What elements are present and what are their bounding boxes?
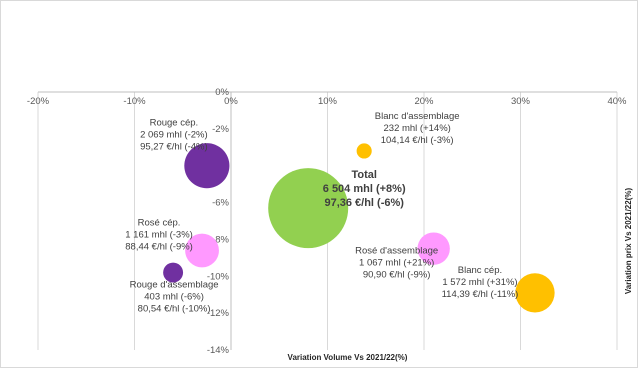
x-tick-label: 0%	[224, 96, 238, 107]
y-tick-label: -2%	[212, 124, 229, 135]
data-label: 97,36 €/hl (-6%)	[324, 197, 404, 209]
data-label: 6 504 mhl (+8%)	[323, 183, 406, 195]
data-label: 95,27 €/hl (-4%)	[140, 142, 208, 153]
bubbles	[163, 143, 555, 313]
y-axis-ticks: 0%-2%-4%-6%-8%-10%-12%-14%	[207, 87, 230, 356]
x-tick-label: 30%	[511, 96, 531, 107]
data-label: 232 mhl (+14%)	[384, 123, 451, 134]
data-label: 1 161 mhl (-3%)	[125, 229, 193, 240]
data-label: 88,44 €/hl (-9%)	[125, 241, 193, 252]
x-tick-label: 10%	[318, 96, 338, 107]
data-label: Rouge d'assemblage	[130, 280, 219, 291]
x-tick-label: -10%	[123, 96, 146, 107]
bubble	[185, 233, 219, 268]
data-label: 1 067 mhl (+21%)	[359, 258, 434, 269]
data-label: 90,90 €/hl (-9%)	[363, 270, 431, 281]
y-tick-label: 0%	[215, 87, 229, 98]
y-tick-label: -14%	[207, 345, 230, 356]
data-label: Rosé cép.	[138, 217, 181, 228]
data-label: Blanc cép.	[458, 265, 502, 276]
data-label: Rouge cép.	[150, 118, 199, 129]
data-label: 80,54 €/hl (-10%)	[138, 304, 211, 315]
data-label: Rosé d'assemblage	[355, 246, 438, 257]
bubble-labels: Rouge cép.2 069 mhl (-2%)95,27 €/hl (-4%…	[125, 111, 518, 315]
data-label: 2 069 mhl (-2%)	[140, 130, 208, 141]
y-axis-title: Variation prix Vs 2021/22(%)	[624, 188, 633, 295]
bubble	[515, 273, 555, 313]
y-tick-label: -8%	[212, 234, 229, 245]
bubble	[163, 262, 184, 283]
bubble	[268, 168, 349, 249]
x-axis-title: Variation Volume Vs 2021/22(%)	[288, 353, 408, 362]
x-axis-ticks: -20% -10% 0% 10% 20% 30% 40%	[27, 96, 627, 107]
x-tick-label: -20%	[27, 96, 50, 107]
bubble	[184, 143, 230, 189]
data-label: 1 572 mhl (+31%)	[442, 277, 517, 288]
bubble	[417, 232, 450, 265]
x-tick-label: 20%	[414, 96, 434, 107]
y-tick-label: -12%	[207, 308, 230, 319]
data-label: Total	[351, 169, 376, 181]
bubble	[356, 143, 372, 159]
gridlines	[37, 91, 618, 350]
data-label: 104,14 €/hl (-3%)	[381, 135, 454, 146]
y-tick-label: -6%	[212, 198, 229, 209]
data-label: Blanc d'assemblage	[375, 111, 460, 122]
data-label: 114,39 €/hl (-11%)	[442, 289, 519, 300]
x-tick-label: 40%	[607, 96, 627, 107]
y-tick-label: -10%	[207, 271, 230, 282]
data-label: 403 mhl (-6%)	[144, 292, 204, 303]
